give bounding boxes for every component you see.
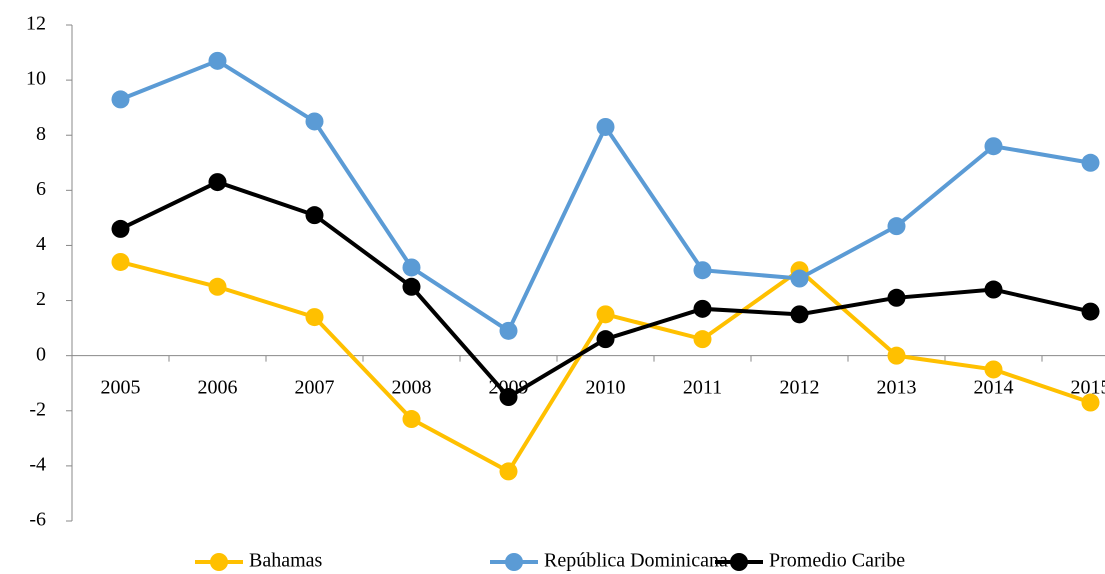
data-point (1081, 393, 1100, 412)
data-point (984, 137, 1003, 156)
x-tick-label: 2012 (780, 376, 820, 398)
data-point (208, 173, 227, 192)
legend-label: República Dominicana (544, 550, 728, 572)
data-point (402, 410, 421, 429)
data-point (984, 280, 1003, 299)
data-point (596, 305, 615, 324)
data-point (1081, 302, 1100, 321)
data-point (693, 330, 712, 349)
x-tick-label: 2014 (974, 376, 1014, 398)
data-point (984, 360, 1003, 379)
series-line (119, 58, 1091, 334)
y-tick-label: -4 (29, 453, 46, 475)
y-tick-label: 8 (36, 123, 46, 145)
data-point (790, 269, 809, 288)
y-tick-label: 6 (36, 178, 46, 200)
data-point (887, 217, 906, 236)
x-tick-label: 2007 (295, 376, 335, 398)
data-point (111, 90, 130, 109)
y-tick-label: -6 (29, 509, 46, 531)
data-point (402, 277, 421, 296)
data-point (111, 219, 130, 238)
data-point (790, 305, 809, 324)
legend-marker (210, 553, 228, 571)
legend-marker (505, 553, 523, 571)
data-point (305, 206, 324, 225)
y-tick-label: 4 (36, 233, 46, 255)
data-point (208, 277, 227, 296)
data-point (693, 299, 712, 318)
data-point (596, 330, 615, 349)
y-tick-label: 10 (26, 68, 46, 90)
data-point (887, 346, 906, 365)
data-point (111, 252, 130, 271)
data-point (499, 321, 518, 340)
data-point (208, 51, 227, 70)
series-line (119, 179, 1091, 400)
y-tick-label: 2 (36, 288, 46, 310)
data-point (499, 388, 518, 406)
y-tick-label: 12 (26, 13, 46, 35)
legend-marker (730, 553, 748, 571)
x-tick-label: 2006 (198, 376, 238, 398)
data-point (305, 112, 324, 131)
x-tick-label: 2010 (586, 376, 626, 398)
data-point (596, 117, 615, 136)
x-tick-label: 2013 (877, 376, 917, 398)
data-point (887, 288, 906, 307)
x-tick-label: 2011 (683, 376, 722, 398)
x-tick-label: 2005 (101, 376, 141, 398)
data-point (693, 261, 712, 280)
data-point (1081, 153, 1100, 172)
data-point (402, 258, 421, 277)
legend-label: Promedio Caribe (769, 550, 905, 572)
y-tick-label: -2 (29, 398, 46, 420)
data-point (305, 308, 324, 327)
x-tick-label: 2015 (1071, 376, 1105, 398)
data-point (499, 462, 518, 481)
y-tick-label: 0 (36, 343, 46, 365)
x-tick-label: 2008 (392, 376, 432, 398)
legend-label: Bahamas (249, 550, 323, 572)
